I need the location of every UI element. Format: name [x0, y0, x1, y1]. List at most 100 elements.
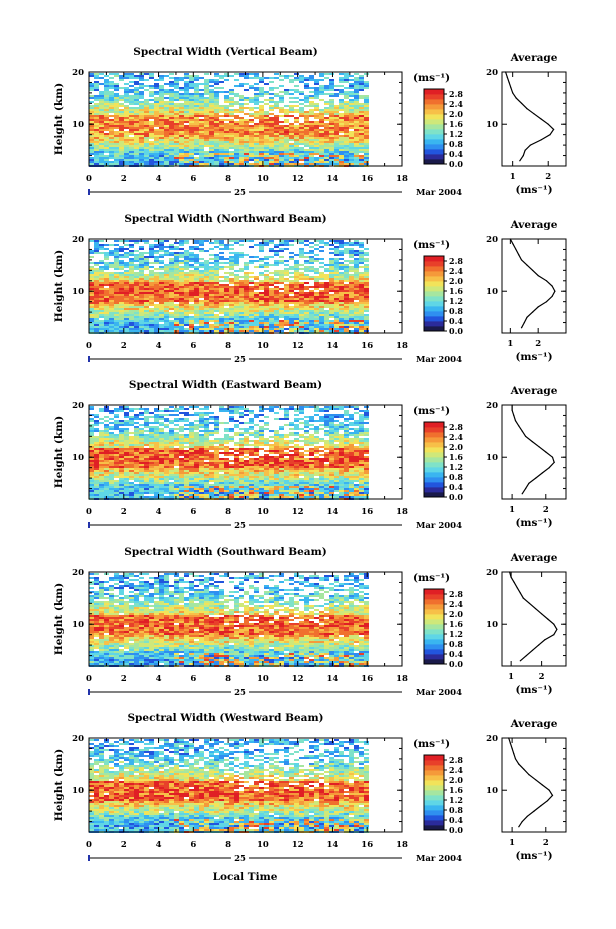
heatmap-cell — [169, 91, 174, 93]
heatmap-cell — [309, 286, 314, 288]
heatmap-cell — [154, 292, 159, 294]
heatmap-cell — [264, 288, 269, 290]
heatmap-cell — [149, 300, 154, 302]
heatmap-cell — [184, 91, 189, 93]
heatmap-cell — [194, 274, 199, 276]
heatmap-cell — [354, 260, 359, 262]
heatmap-cell — [219, 322, 224, 324]
heatmap-cell — [144, 129, 149, 131]
heatmap-cell — [209, 161, 214, 163]
heatmap-cell — [129, 77, 134, 79]
heatmap-cell — [249, 135, 254, 137]
heatmap-cell — [244, 240, 249, 242]
heatmap-cell — [214, 302, 219, 304]
heatmap-cell — [174, 318, 179, 320]
heatmap-cell — [329, 416, 334, 418]
heatmap-cell — [224, 163, 229, 165]
heatmap-cell — [249, 109, 254, 111]
heatmap-cell — [144, 135, 149, 137]
heatmap-cell — [214, 83, 219, 85]
average-point — [515, 97, 517, 99]
heatmap-cell — [144, 111, 149, 113]
heatmap-cell — [174, 304, 179, 306]
heatmap-cell — [169, 298, 174, 300]
heatmap-cell — [259, 318, 264, 320]
heatmap-cell — [254, 157, 259, 159]
heatmap-cell — [179, 244, 184, 246]
heatmap-cell — [249, 286, 254, 288]
heatmap-cell — [229, 111, 234, 113]
heatmap-cell — [164, 143, 169, 145]
heatmap-cell — [239, 414, 244, 416]
heatmap-cell — [319, 298, 324, 300]
heatmap-cell — [329, 298, 334, 300]
heatmap-cell — [189, 159, 194, 161]
heatmap-cell — [89, 320, 94, 322]
heatmap-cell — [184, 133, 189, 135]
heatmap-cell — [224, 151, 229, 153]
heatmap-cell — [299, 242, 304, 244]
heatmap-cell — [249, 320, 254, 322]
heatmap-cell — [199, 145, 204, 147]
heatmap-cell — [234, 127, 239, 129]
heatmap-cell — [164, 155, 169, 157]
heatmap-cell — [129, 157, 134, 159]
heatmap-cell — [299, 274, 304, 276]
heatmap-cell — [309, 125, 314, 127]
heatmap-cell — [199, 83, 204, 85]
heatmap-cell — [229, 330, 234, 332]
heatmap-cell — [304, 406, 309, 408]
heatmap-cell — [169, 290, 174, 292]
heatmap-cell — [169, 73, 174, 75]
colorbar-swatch — [424, 316, 444, 322]
heatmap-cell — [304, 117, 309, 119]
heatmap-cell — [284, 109, 289, 111]
heatmap-cell — [304, 302, 309, 304]
heatmap-cell — [259, 87, 264, 89]
heatmap-cell — [339, 414, 344, 416]
heatmap-cell — [214, 276, 219, 278]
heatmap-cell — [204, 141, 209, 143]
heatmap-cell — [89, 131, 94, 133]
heatmap-cell — [304, 296, 309, 298]
heatmap-cell — [149, 77, 154, 79]
heatmap-cell — [284, 418, 289, 420]
heatmap-cell — [294, 292, 299, 294]
heatmap-cell — [289, 322, 294, 324]
heatmap-cell — [229, 153, 234, 155]
heatmap-cell — [109, 73, 114, 75]
heatmap-cell — [129, 258, 134, 260]
heatmap-cell — [229, 121, 234, 123]
heatmap-cell — [354, 85, 359, 87]
heatmap-cell — [349, 256, 354, 258]
heatmap-cell — [139, 87, 144, 89]
heatmap-cell — [314, 316, 319, 318]
heatmap-cell — [164, 133, 169, 135]
heatmap-cell — [139, 288, 144, 290]
heatmap-cell — [199, 272, 204, 274]
heatmap-cell — [279, 276, 284, 278]
heatmap-cell — [204, 145, 209, 147]
heatmap-cell — [319, 123, 324, 125]
heatmap-cell — [344, 77, 349, 79]
heatmap-cell — [279, 292, 284, 294]
heatmap-cell — [299, 248, 304, 250]
heatmap-cell — [204, 159, 209, 161]
heatmap-cell — [99, 286, 104, 288]
heatmap-cell — [229, 274, 234, 276]
heatmap-cell — [269, 137, 274, 139]
heatmap-cell — [294, 330, 299, 332]
heatmap-cell — [309, 298, 314, 300]
heatmap-cell — [139, 103, 144, 105]
colorbar-swatch — [424, 129, 444, 135]
heatmap-cell — [359, 252, 364, 254]
heatmap-cell — [229, 97, 234, 99]
heatmap-cell — [189, 145, 194, 147]
heatmap-cell — [164, 89, 169, 91]
heatmap-cell — [124, 306, 129, 308]
heatmap-cell — [249, 296, 254, 298]
heatmap-cell — [154, 123, 159, 125]
heatmap-cell — [199, 296, 204, 298]
heatmap-cell — [339, 139, 344, 141]
heatmap-cell — [354, 294, 359, 296]
